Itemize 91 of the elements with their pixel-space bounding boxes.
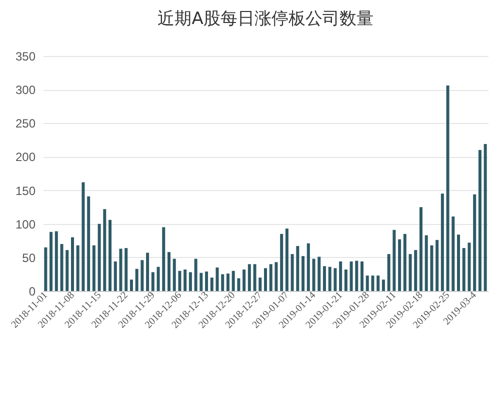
bar (280, 234, 284, 291)
bar (382, 280, 385, 291)
bar (360, 261, 364, 291)
bar (334, 268, 337, 291)
bar (285, 228, 288, 291)
bar (414, 250, 418, 291)
bar (436, 240, 439, 291)
y-tick-label: 150 (15, 184, 36, 198)
bar (355, 260, 358, 291)
bar (473, 194, 476, 291)
bar (82, 182, 85, 291)
bar (424, 235, 428, 291)
bar (156, 266, 160, 291)
bar (232, 270, 235, 291)
bar (76, 245, 80, 291)
bar (194, 258, 198, 291)
bar (430, 245, 434, 291)
bar (484, 144, 487, 291)
y-tick-label: 100 (15, 217, 36, 232)
y-tick-label: 350 (15, 50, 36, 64)
bar (98, 224, 101, 291)
bar (50, 232, 53, 291)
bar (419, 207, 422, 291)
bar (70, 237, 74, 291)
bar (188, 272, 192, 291)
bar (124, 248, 128, 291)
bar (318, 256, 321, 291)
y-tick-label: 50 (22, 250, 36, 265)
bar (312, 258, 316, 291)
chart-title: 近期A股每日涨停板公司数量 (158, 9, 374, 29)
bar (92, 245, 96, 291)
bar (387, 254, 390, 291)
bar (242, 270, 246, 291)
bar (392, 230, 396, 291)
bar (322, 266, 326, 291)
bar (253, 264, 256, 291)
bar (60, 244, 64, 291)
bar (264, 268, 267, 291)
bar (184, 270, 187, 291)
bar (468, 242, 471, 291)
bar (146, 252, 150, 291)
bar (114, 261, 117, 291)
bar (54, 231, 58, 291)
bar (452, 216, 455, 291)
bar (328, 266, 332, 291)
bar (226, 274, 230, 291)
bar (162, 227, 166, 291)
bar (478, 150, 482, 291)
bar (398, 239, 402, 291)
bar (248, 264, 251, 291)
bar (269, 264, 272, 291)
bar (140, 260, 144, 291)
bar (371, 276, 374, 291)
bar (446, 86, 450, 291)
bar (339, 261, 342, 291)
bar (408, 254, 412, 291)
bar (274, 262, 278, 291)
bar (403, 234, 406, 291)
bar (344, 270, 348, 291)
bar (151, 272, 154, 291)
bar (290, 254, 294, 291)
bar (296, 246, 300, 291)
bar (350, 261, 353, 291)
y-tick-label: 300 (15, 83, 36, 98)
bar (258, 278, 262, 291)
bar (87, 196, 90, 291)
bar (237, 278, 240, 291)
bar (130, 280, 133, 291)
bar (178, 270, 182, 291)
y-tick-label: 250 (15, 116, 36, 131)
bar (366, 276, 369, 291)
bar (108, 220, 112, 291)
bar (103, 209, 106, 291)
bar (306, 243, 310, 291)
bar (302, 256, 305, 291)
bar (44, 247, 48, 291)
bar (221, 274, 224, 291)
bar (167, 252, 170, 291)
bar (200, 272, 203, 291)
bar (66, 250, 69, 291)
bar (376, 276, 380, 291)
bar (119, 248, 122, 291)
bar (216, 268, 219, 291)
bar (462, 248, 466, 291)
bar (457, 234, 460, 291)
bar (210, 278, 214, 291)
bar (172, 258, 176, 291)
bar (135, 268, 138, 291)
bar (440, 194, 444, 291)
y-tick-label: 200 (15, 150, 36, 164)
bar (205, 272, 208, 291)
